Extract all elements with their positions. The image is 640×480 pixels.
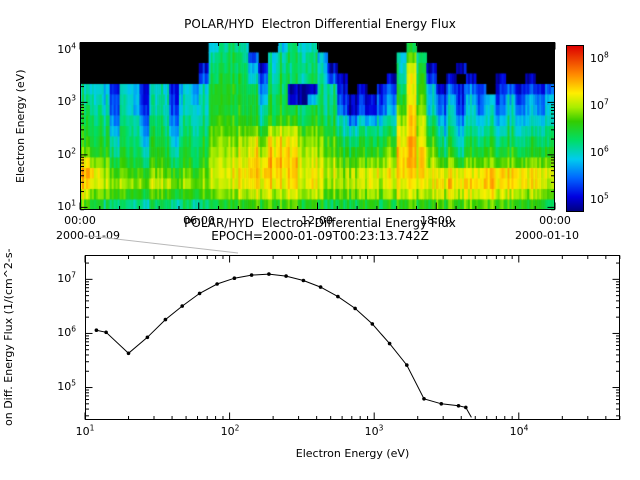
- bottom-plot-svg: [84, 255, 621, 420]
- bottom-chart-subtitle: EPOCH=2000-01-09T00:23:13.742Z: [211, 229, 429, 243]
- colorbar-tick-2: 106: [590, 144, 609, 159]
- top-ytick-1: 103: [57, 93, 76, 108]
- top-xtick-0: 00:00: [64, 214, 96, 227]
- date-start-label: 2000-01-09: [56, 229, 120, 242]
- top-xtick-2: 12:00: [301, 214, 333, 227]
- bottom-ytick-2: 105: [57, 378, 76, 393]
- bottom-xtick-2: 103: [364, 423, 384, 438]
- bottom-xtick-1: 102: [220, 423, 240, 438]
- top-chart-title: POLAR/HYD Electron Differential Energy F…: [184, 17, 456, 31]
- bottom-xlabel: Electron Energy (eV): [295, 447, 410, 460]
- top-xtick-1: 06:00: [183, 214, 215, 227]
- bottom-ylabel: on Diff. Energy Flux (1/(cm^2-s-: [2, 248, 15, 427]
- colorbar-tick-1: 107: [590, 97, 609, 112]
- bottom-chart-title: POLAR/HYD Electron Differential Energy F…: [184, 216, 456, 230]
- top-ytick-0: 104: [57, 41, 76, 56]
- date-end-label: 2000-01-10: [515, 229, 579, 242]
- colorbar: [566, 45, 584, 212]
- bottom-xtick-3: 104: [509, 423, 529, 438]
- top-xtick-4: 00:00: [539, 214, 571, 227]
- colorbar-tick-3: 105: [590, 191, 609, 206]
- spectrogram-canvas: [80, 42, 555, 210]
- top-xtick-3: 18:00: [420, 214, 452, 227]
- top-axes: [79, 42, 556, 211]
- colorbar-tick-0: 108: [590, 50, 609, 65]
- bottom-xtick-0: 101: [75, 423, 95, 438]
- bottom-ytick-1: 106: [57, 324, 76, 339]
- bottom-ytick-0: 107: [57, 270, 76, 285]
- top-ytick-3: 101: [57, 198, 76, 213]
- top-ytick-2: 102: [57, 146, 76, 161]
